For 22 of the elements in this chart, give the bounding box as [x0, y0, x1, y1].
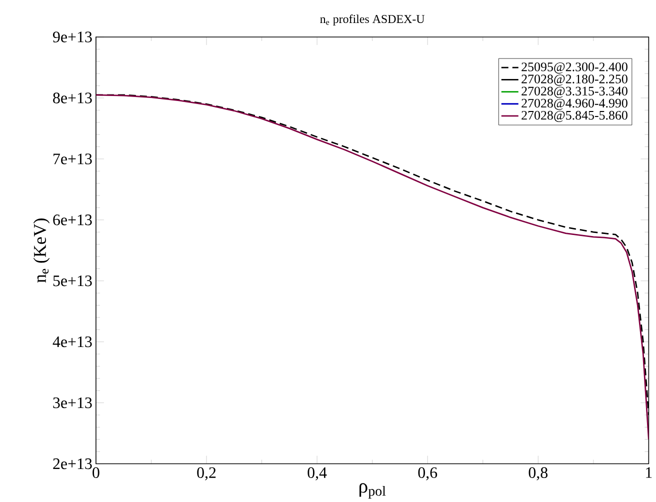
- x-tick-label: 0,6: [418, 467, 438, 480]
- y-axis-title: n$_{e}$ (KeV): [33, 218, 50, 283]
- y-tick-label: 6e+13: [53, 214, 92, 226]
- y-tick-label: 2e+13: [53, 458, 92, 470]
- x-tick-label: 1: [646, 467, 652, 478]
- y-tick-label: 9e+13: [53, 32, 92, 42]
- y-tick-label: 7e+13: [54, 154, 92, 164]
- x-tick-label: 0: [92, 467, 100, 478]
- y-tick-label: 3e+13: [53, 398, 92, 408]
- chart-title: n$_{e}$ profiles ASDEX-U: [320, 14, 425, 26]
- legend-label: 25095@2.300-2.400: [522, 62, 628, 74]
- legend-label: 27028@3.315-3.340: [522, 86, 628, 98]
- legend-label: 27028@4.960-4.990: [522, 98, 628, 110]
- x-tick-label: 0,4: [308, 467, 327, 480]
- legend-label: 27028@2.180-2.250: [522, 74, 628, 86]
- legend-label: 27028@5.845-5.860: [522, 110, 628, 122]
- y-tick-label: 5e+13: [53, 276, 92, 286]
- y-tick-label: 4e+13: [52, 336, 92, 348]
- x-axis-title: ρ$_{pol}$: [359, 483, 386, 499]
- x-tick-label: 0,2: [197, 467, 216, 480]
- x-tick-label: 0,8: [528, 467, 548, 480]
- y-tick-label: 8e+13: [53, 92, 92, 104]
